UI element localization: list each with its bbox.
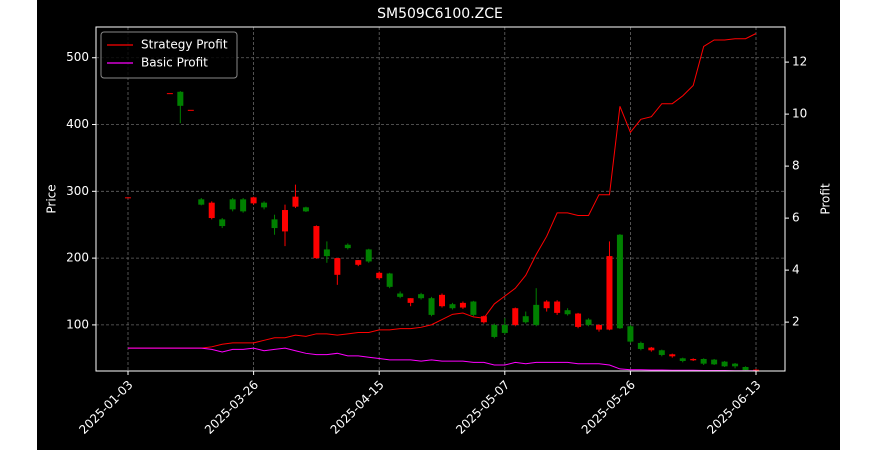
- candle-body: [334, 258, 341, 275]
- y-tick-label: 500: [66, 50, 89, 64]
- candle-body: [459, 302, 466, 308]
- candle-body: [648, 347, 655, 351]
- y2-tick-label: 12: [792, 55, 807, 69]
- candle-body: [627, 326, 634, 342]
- candle-body: [470, 301, 477, 315]
- y-tick-label: 300: [66, 184, 89, 198]
- candle-body: [543, 301, 550, 309]
- y2-tick-label: 6: [792, 211, 800, 225]
- candle-body: [669, 354, 676, 357]
- candle-body: [616, 234, 623, 329]
- chart-title: SM509C6100.ZCE: [377, 6, 503, 22]
- candle-body: [229, 199, 236, 210]
- candle-body: [637, 342, 644, 349]
- y2-tick-label: 4: [792, 263, 800, 277]
- candle-body: [125, 197, 131, 199]
- candle-body: [376, 272, 383, 279]
- profit-line: [128, 33, 757, 349]
- legend-box: [100, 31, 238, 79]
- candle-body: [292, 196, 299, 207]
- candle-body: [742, 366, 749, 371]
- candle-body: [219, 219, 226, 227]
- candle-body: [418, 294, 425, 299]
- y2-tick-label: 2: [792, 315, 800, 329]
- candle-body: [585, 319, 592, 325]
- legend-label: Basic Profit: [141, 56, 208, 70]
- candle-body: [365, 249, 372, 262]
- candle-body: [700, 358, 707, 364]
- y2-axis-label: Profit: [819, 183, 833, 215]
- candle-body: [449, 304, 456, 309]
- candle-body: [732, 363, 739, 367]
- y-axis-label: Price: [45, 184, 59, 213]
- candle-body: [721, 361, 728, 367]
- candle-body: [575, 313, 582, 327]
- candle-body: [564, 310, 571, 315]
- y-tick-label: 400: [66, 117, 89, 131]
- candle-body: [355, 260, 362, 265]
- plot-frame: [95, 26, 786, 372]
- candle-body: [250, 197, 257, 204]
- candle-body: [501, 324, 508, 333]
- candle-body: [323, 249, 330, 257]
- candle-body: [480, 316, 487, 323]
- y-tick-label: 200: [66, 251, 89, 265]
- candle-body: [522, 316, 529, 323]
- candle-body: [491, 324, 498, 337]
- y-tick-label: 100: [66, 317, 89, 331]
- candle-body: [533, 304, 540, 325]
- y2-tick-label: 10: [792, 107, 807, 121]
- candle-body: [198, 199, 205, 205]
- candle-body: [177, 91, 184, 106]
- candle-body: [386, 273, 393, 287]
- y2-tick-label: 8: [792, 159, 800, 173]
- candle-body: [344, 244, 351, 249]
- candle-body: [271, 219, 278, 229]
- candle-body: [596, 324, 602, 330]
- profit-line: [128, 347, 756, 372]
- candle-body: [282, 210, 288, 232]
- legend-label: Strategy Profit: [141, 38, 228, 52]
- candle-body: [554, 301, 561, 313]
- candle-body: [187, 109, 194, 111]
- candle-body: [690, 358, 697, 361]
- candle-body: [166, 93, 173, 95]
- candle-body: [606, 256, 613, 330]
- candle-body: [428, 298, 435, 315]
- candle-body: [512, 308, 519, 325]
- candle-body: [439, 294, 445, 307]
- candle-body: [711, 359, 718, 365]
- candle-body: [302, 207, 309, 212]
- candle-body: [397, 293, 404, 297]
- candle-body: [407, 298, 414, 303]
- candle-body: [208, 202, 215, 219]
- candle-body: [679, 358, 686, 361]
- candle-body: [658, 350, 665, 355]
- candle-body: [313, 226, 320, 259]
- candle-body: [240, 199, 247, 212]
- candle-body: [261, 202, 268, 208]
